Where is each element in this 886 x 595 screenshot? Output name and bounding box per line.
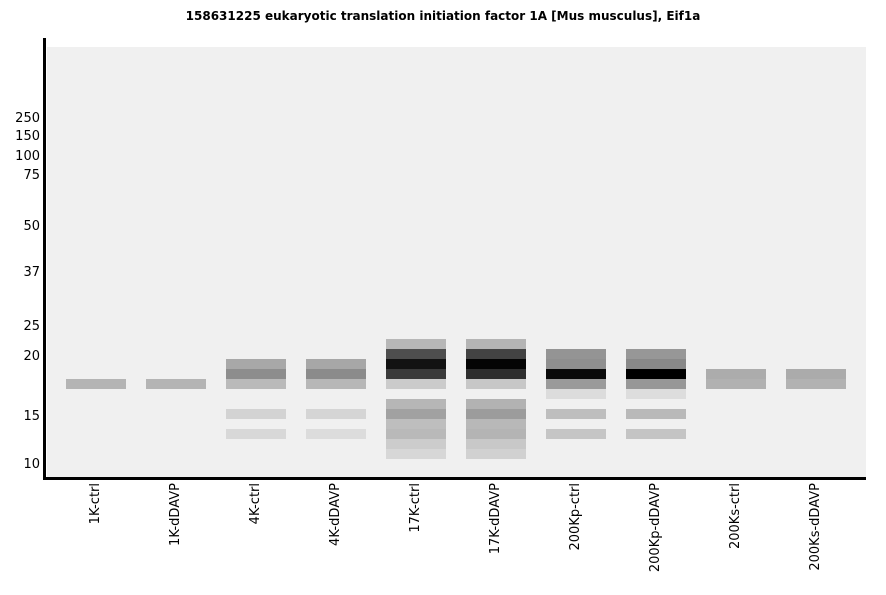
y-tick-label: 250	[15, 111, 40, 126]
gel-band	[626, 369, 686, 379]
y-tick-label: 75	[23, 168, 40, 183]
gel-band	[386, 369, 446, 379]
gel-band	[306, 359, 366, 369]
gel-band	[386, 379, 446, 389]
lane-label: 1K-ctrl	[85, 483, 107, 595]
gel-band	[146, 379, 206, 389]
lane-label-text: 200Ks-ctrl	[728, 483, 743, 550]
plot-area	[47, 47, 866, 477]
gel-band	[66, 379, 126, 389]
gel-band	[466, 449, 526, 459]
y-tick-label: 15	[23, 409, 40, 424]
gel-band	[626, 359, 686, 369]
lane-label: 1K-dDAVP	[165, 483, 187, 595]
lane-label-text: 4K-ctrl	[248, 483, 263, 525]
gel-band	[386, 439, 446, 449]
gel-band	[306, 429, 366, 439]
gel-band	[546, 429, 606, 439]
lane-label: 4K-ctrl	[245, 483, 267, 595]
gel-band	[386, 399, 446, 409]
gel-band	[626, 349, 686, 359]
gel-band	[706, 369, 766, 379]
y-tick-label: 37	[23, 265, 40, 280]
gel-band	[626, 379, 686, 389]
gel-band	[386, 349, 446, 359]
gel-band	[306, 409, 366, 419]
gel-band	[386, 409, 446, 419]
gel-band	[226, 429, 286, 439]
y-tick-label: 20	[23, 349, 40, 364]
y-tick-label: 100	[15, 149, 40, 164]
gel-band	[226, 369, 286, 379]
gel-band	[546, 359, 606, 369]
gel-band	[466, 439, 526, 449]
lane-label-text: 200Ks-dDAVP	[808, 483, 823, 571]
y-tick-label: 25	[23, 319, 40, 334]
gel-band	[386, 359, 446, 369]
lane-label-text: 1K-ctrl	[88, 483, 103, 525]
gel-band	[546, 389, 606, 399]
gel-band	[466, 399, 526, 409]
gel-band	[466, 359, 526, 369]
gel-band	[626, 409, 686, 419]
gel-band	[466, 409, 526, 419]
lane-label: 200Kp-dDAVP	[645, 483, 667, 595]
gel-band	[386, 339, 446, 349]
lane-label: 200Ks-dDAVP	[805, 483, 827, 595]
gel-band	[546, 349, 606, 359]
gel-band	[466, 379, 526, 389]
gel-band	[546, 409, 606, 419]
lane-label: 17K-dDAVP	[485, 483, 507, 595]
gel-band	[466, 419, 526, 429]
lane-label-text: 17K-ctrl	[408, 483, 423, 533]
gel-band	[466, 349, 526, 359]
y-tick-label: 50	[23, 219, 40, 234]
y-tick-label: 10	[23, 457, 40, 472]
gel-band	[386, 449, 446, 459]
gel-band	[226, 379, 286, 389]
lane-label-text: 200Kp-ctrl	[568, 483, 583, 551]
x-axis-line	[43, 477, 866, 480]
gel-band	[786, 379, 846, 389]
y-tick-label: 150	[15, 129, 40, 144]
gel-band	[466, 369, 526, 379]
gel-band	[626, 389, 686, 399]
gel-band	[706, 379, 766, 389]
gel-band	[226, 359, 286, 369]
gel-band	[466, 339, 526, 349]
lane-label-text: 17K-dDAVP	[488, 483, 503, 555]
gel-band	[546, 379, 606, 389]
gel-band	[226, 409, 286, 419]
lane-label-text: 1K-dDAVP	[168, 483, 183, 546]
lane-label-text: 200Kp-dDAVP	[648, 483, 663, 573]
gel-band	[786, 369, 846, 379]
lane-label: 4K-dDAVP	[325, 483, 347, 595]
gel-band	[306, 369, 366, 379]
gel-band	[306, 379, 366, 389]
lane-label: 200Kp-ctrl	[565, 483, 587, 595]
gel-band	[466, 429, 526, 439]
gel-band	[626, 429, 686, 439]
gel-band	[386, 419, 446, 429]
lane-label: 200Ks-ctrl	[725, 483, 747, 595]
lane-label-text: 4K-dDAVP	[328, 483, 343, 546]
lane-label: 17K-ctrl	[405, 483, 427, 595]
chart-title: 158631225 eukaryotic translation initiat…	[185, 9, 701, 23]
y-axis-line	[43, 38, 46, 480]
gel-band	[546, 369, 606, 379]
gel-band	[386, 429, 446, 439]
